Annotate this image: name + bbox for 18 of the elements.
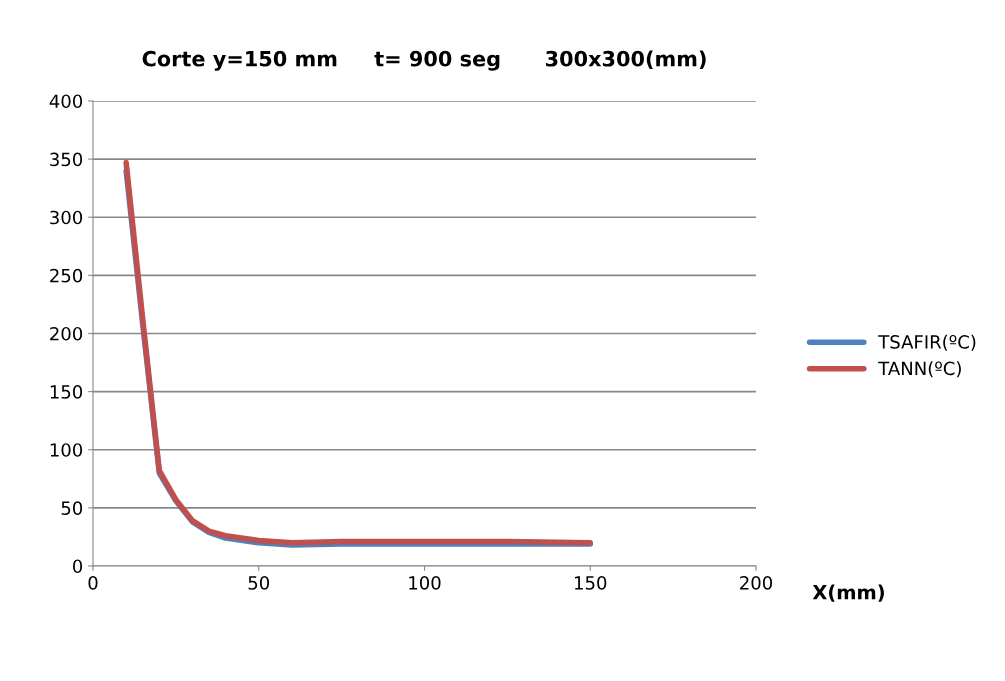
x-tick-label: 200	[740, 576, 773, 590]
y-tick-label: 50	[61, 501, 83, 515]
x-tick-label: 50	[248, 576, 270, 590]
x-tick-label: 100	[409, 576, 441, 590]
x-axis-title: X(mm)	[812, 584, 884, 602]
legend-label: TSAFIR(ºC)	[878, 334, 976, 351]
y-tick-label: 400	[49, 94, 83, 109]
x-tick-label: 150	[575, 576, 607, 590]
x-tick-label: 0	[88, 576, 98, 590]
y-tick-label: 350	[50, 152, 83, 167]
legend-label: TANN(ºC)	[878, 361, 961, 378]
y-tick-label: 250	[50, 268, 83, 283]
chart-title: Corte y=150 mm t= 900 seg 300x300(mm)	[142, 50, 706, 71]
y-tick-label: 100	[50, 443, 83, 457]
y-tick-label: 150	[50, 385, 83, 399]
y-tick-label: 200	[50, 326, 83, 341]
y-tick-label: 0	[72, 559, 83, 574]
y-tick-label: 300	[50, 210, 83, 225]
